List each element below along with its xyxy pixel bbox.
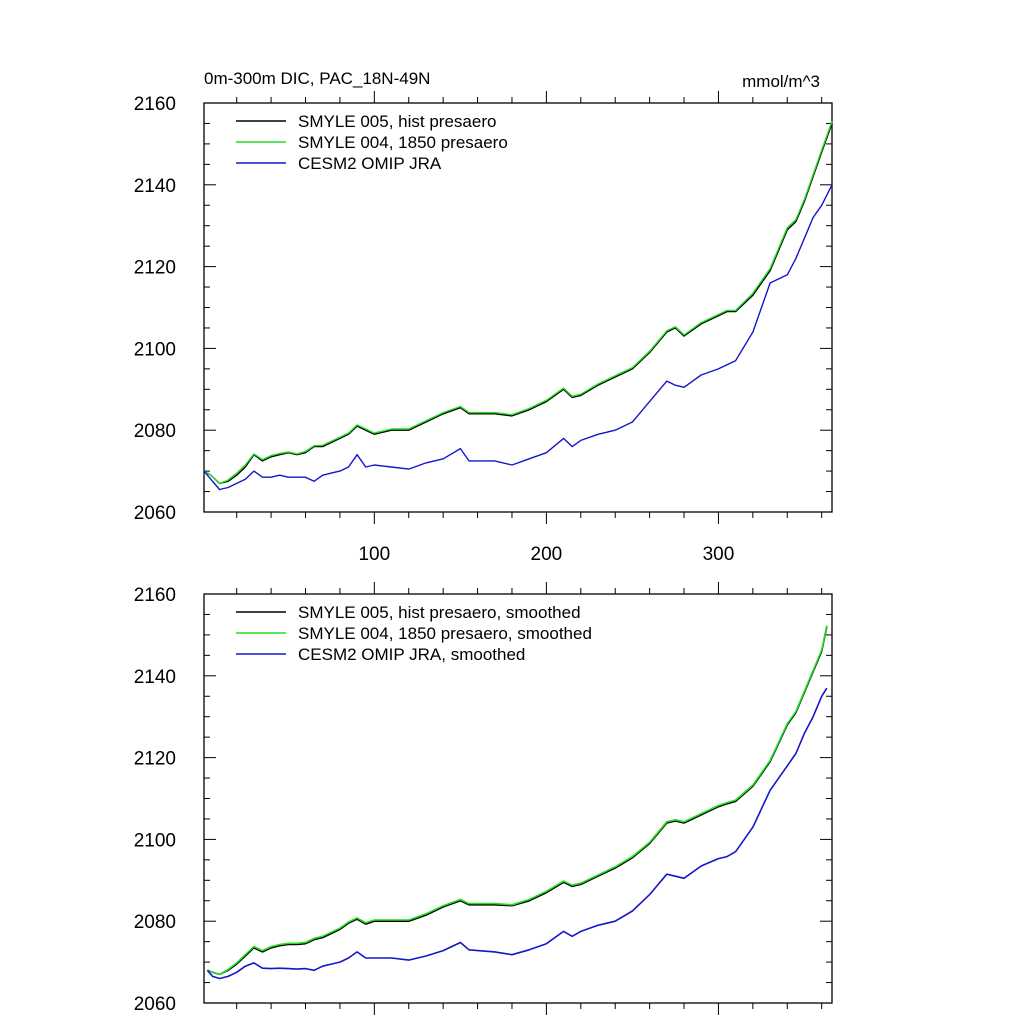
y-tick-label: 2080 — [134, 912, 176, 933]
series-line-1 — [207, 625, 828, 976]
legend-label: SMYLE 004, 1850 presaero, smoothed — [298, 624, 592, 643]
x-tick-label: 300 — [703, 544, 735, 565]
legend-label: CESM2 OMIP JRA — [298, 154, 442, 173]
legend-label: SMYLE 005, hist presaero, smoothed — [298, 603, 581, 622]
y-tick-label: 2100 — [134, 339, 176, 360]
units-label: mmol/m^3 — [742, 72, 820, 91]
top-panel: 0m-300m DIC, PAC_18N-49N mmol/m^3 2060 20… — [134, 69, 833, 565]
chart-title: 0m-300m DIC, PAC_18N-49N — [204, 69, 430, 88]
y-tick-label: 2140 — [134, 176, 176, 197]
legend-label: CESM2 OMIP JRA, smoothed — [298, 645, 525, 664]
x-tick-label: 100 — [358, 544, 390, 565]
legend-label: SMYLE 005, hist presaero — [298, 112, 496, 131]
series-line-2 — [203, 184, 833, 491]
bottom-panel: 2060 2080 2100 2120 2140 2160 SMYLE 005, hist … — [134, 582, 833, 1015]
series-line-0 — [207, 626, 828, 976]
series-line-0 — [203, 123, 833, 485]
series-line-2 — [206, 687, 828, 980]
legend-label: SMYLE 004, 1850 presaero — [298, 133, 508, 152]
y-tick-label: 2160 — [134, 94, 176, 115]
y-tick-label: 2060 — [134, 994, 176, 1015]
series-line-1 — [203, 121, 833, 485]
x-tick-label: 200 — [531, 544, 563, 565]
y-tick-label: 2140 — [134, 667, 176, 688]
y-tick-label: 2100 — [134, 830, 176, 851]
y-tick-label: 2160 — [134, 585, 176, 606]
y-tick-label: 2120 — [134, 258, 176, 279]
y-tick-label: 2080 — [134, 421, 176, 442]
y-tick-label: 2060 — [134, 503, 176, 524]
y-tick-label: 2120 — [134, 749, 176, 770]
